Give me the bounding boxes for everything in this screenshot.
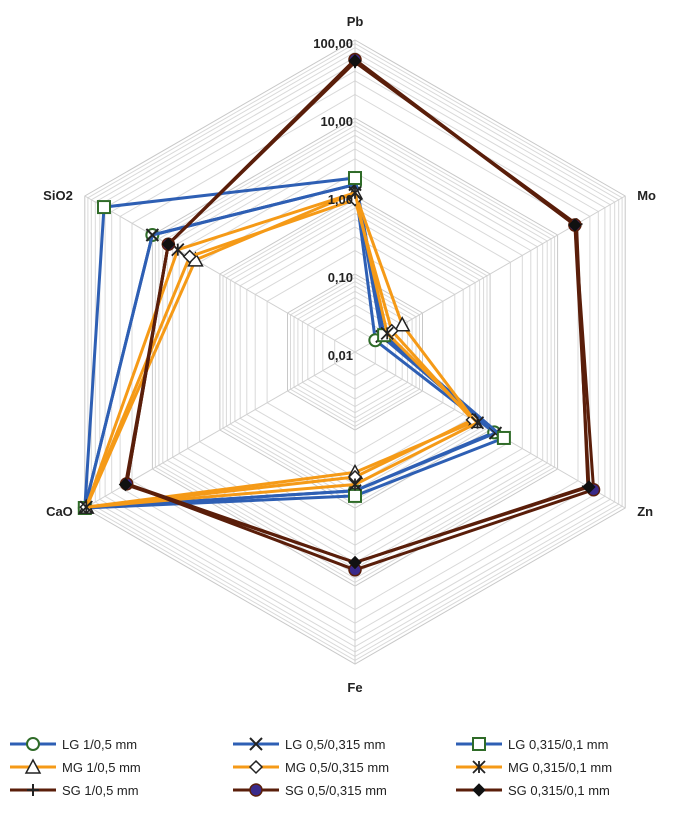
radar-series — [77, 52, 601, 577]
data-point — [496, 430, 511, 445]
data-point — [348, 488, 362, 503]
data-point — [249, 737, 263, 751]
axis-labels: Pb Mo Zn Fe CaO SiO2 — [43, 14, 656, 695]
axis-spoke — [84, 195, 356, 353]
legend-label: LG 1/0,5 mm — [62, 737, 137, 752]
data-point — [27, 784, 39, 796]
data-point — [380, 326, 394, 341]
legend-label: MG 1/0,5 mm — [62, 760, 141, 775]
data-point — [118, 477, 133, 492]
data-point — [348, 477, 362, 492]
axis-label: CaO — [46, 504, 73, 519]
data-point — [348, 555, 362, 570]
legend-label: MG 0,5/0,315 mm — [285, 760, 389, 775]
data-point — [470, 416, 485, 430]
data-point — [582, 480, 596, 494]
legend-item: LG 0,315/0,1 mm — [456, 737, 608, 752]
axis-label: SiO2 — [43, 188, 73, 203]
axis-label: Fe — [347, 680, 362, 695]
data-point — [348, 171, 362, 186]
legend-item: SG 0,5/0,315 mm — [233, 783, 387, 798]
axis-label: Mo — [637, 188, 656, 203]
data-point — [248, 759, 264, 775]
data-point — [393, 316, 411, 332]
legend-label: SG 0,5/0,315 mm — [285, 783, 387, 798]
data-point — [472, 760, 486, 774]
tick-label: 1,00 — [328, 192, 353, 207]
data-point — [96, 200, 111, 215]
legend-item: MG 1/0,5 mm — [10, 758, 141, 775]
legend-item: MG 0,315/0,1 mm — [456, 760, 612, 775]
legend-item: LG 1/0,5 mm — [10, 737, 137, 752]
data-point — [26, 737, 40, 751]
legend-label: SG 1/0,5 mm — [62, 783, 139, 798]
data-point — [24, 758, 42, 774]
radial-tick-labels: 0,01 0,10 1,00 10,00 100,00 — [313, 36, 353, 363]
legend-item: MG 0,5/0,315 mm — [233, 759, 389, 775]
legend-item: SG 1/0,5 mm — [10, 783, 139, 798]
data-point — [249, 783, 263, 797]
legend-item: LG 0,5/0,315 mm — [233, 737, 385, 752]
data-point — [348, 186, 362, 200]
legend-label: LG 0,5/0,315 mm — [285, 737, 385, 752]
chart-legend: LG 1/0,5 mm LG 0,5/0,315 mm LG 0,315/0,1 m… — [10, 737, 612, 798]
axis-label: Zn — [637, 504, 653, 519]
data-point — [182, 249, 197, 264]
data-point — [145, 228, 160, 242]
axis-label: Pb — [347, 14, 364, 29]
data-point — [472, 783, 486, 797]
series — [118, 54, 596, 570]
data-point — [161, 237, 176, 251]
data-point — [568, 218, 582, 232]
data-point — [472, 737, 486, 751]
tick-label: 10,00 — [320, 114, 353, 129]
legend-item: SG 0,315/0,1 mm — [456, 783, 610, 798]
legend-label: LG 0,315/0,1 mm — [508, 737, 608, 752]
data-point — [79, 500, 93, 514]
tick-label: 100,00 — [313, 36, 353, 51]
tick-label: 0,10 — [328, 270, 353, 285]
legend-label: SG 0,315/0,1 mm — [508, 783, 610, 798]
data-point — [348, 54, 362, 68]
tick-label: 0,01 — [328, 348, 353, 363]
legend-label: MG 0,315/0,1 mm — [508, 760, 612, 775]
